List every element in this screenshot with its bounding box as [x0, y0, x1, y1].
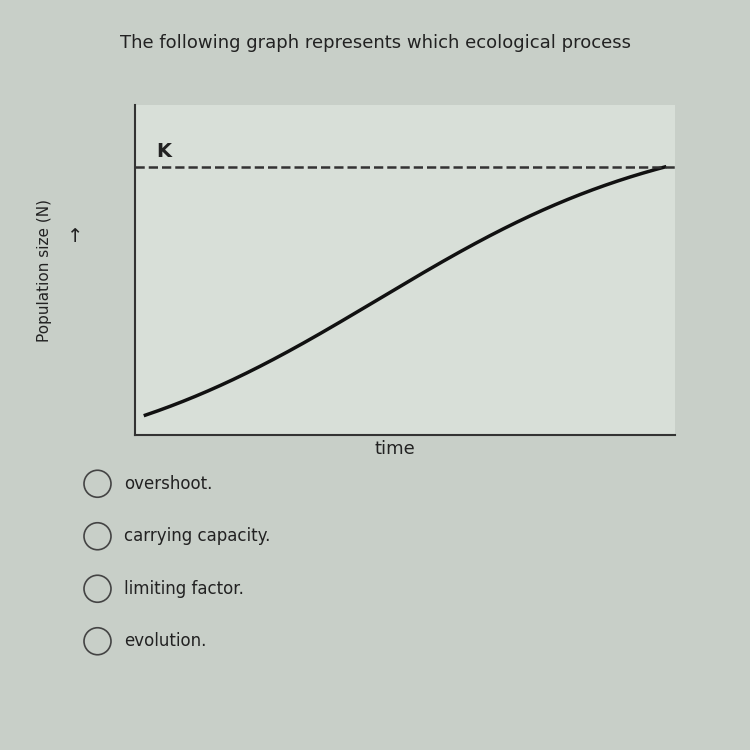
Text: evolution.: evolution.	[124, 632, 206, 650]
Text: limiting factor.: limiting factor.	[124, 580, 244, 598]
Text: Population size (N): Population size (N)	[38, 199, 52, 341]
Text: ↑: ↑	[67, 226, 83, 246]
Text: overshoot.: overshoot.	[124, 475, 212, 493]
Text: K: K	[156, 142, 171, 161]
Text: carrying capacity.: carrying capacity.	[124, 527, 270, 545]
Text: time: time	[374, 440, 415, 458]
Text: The following graph represents which ecological process: The following graph represents which eco…	[119, 34, 631, 52]
